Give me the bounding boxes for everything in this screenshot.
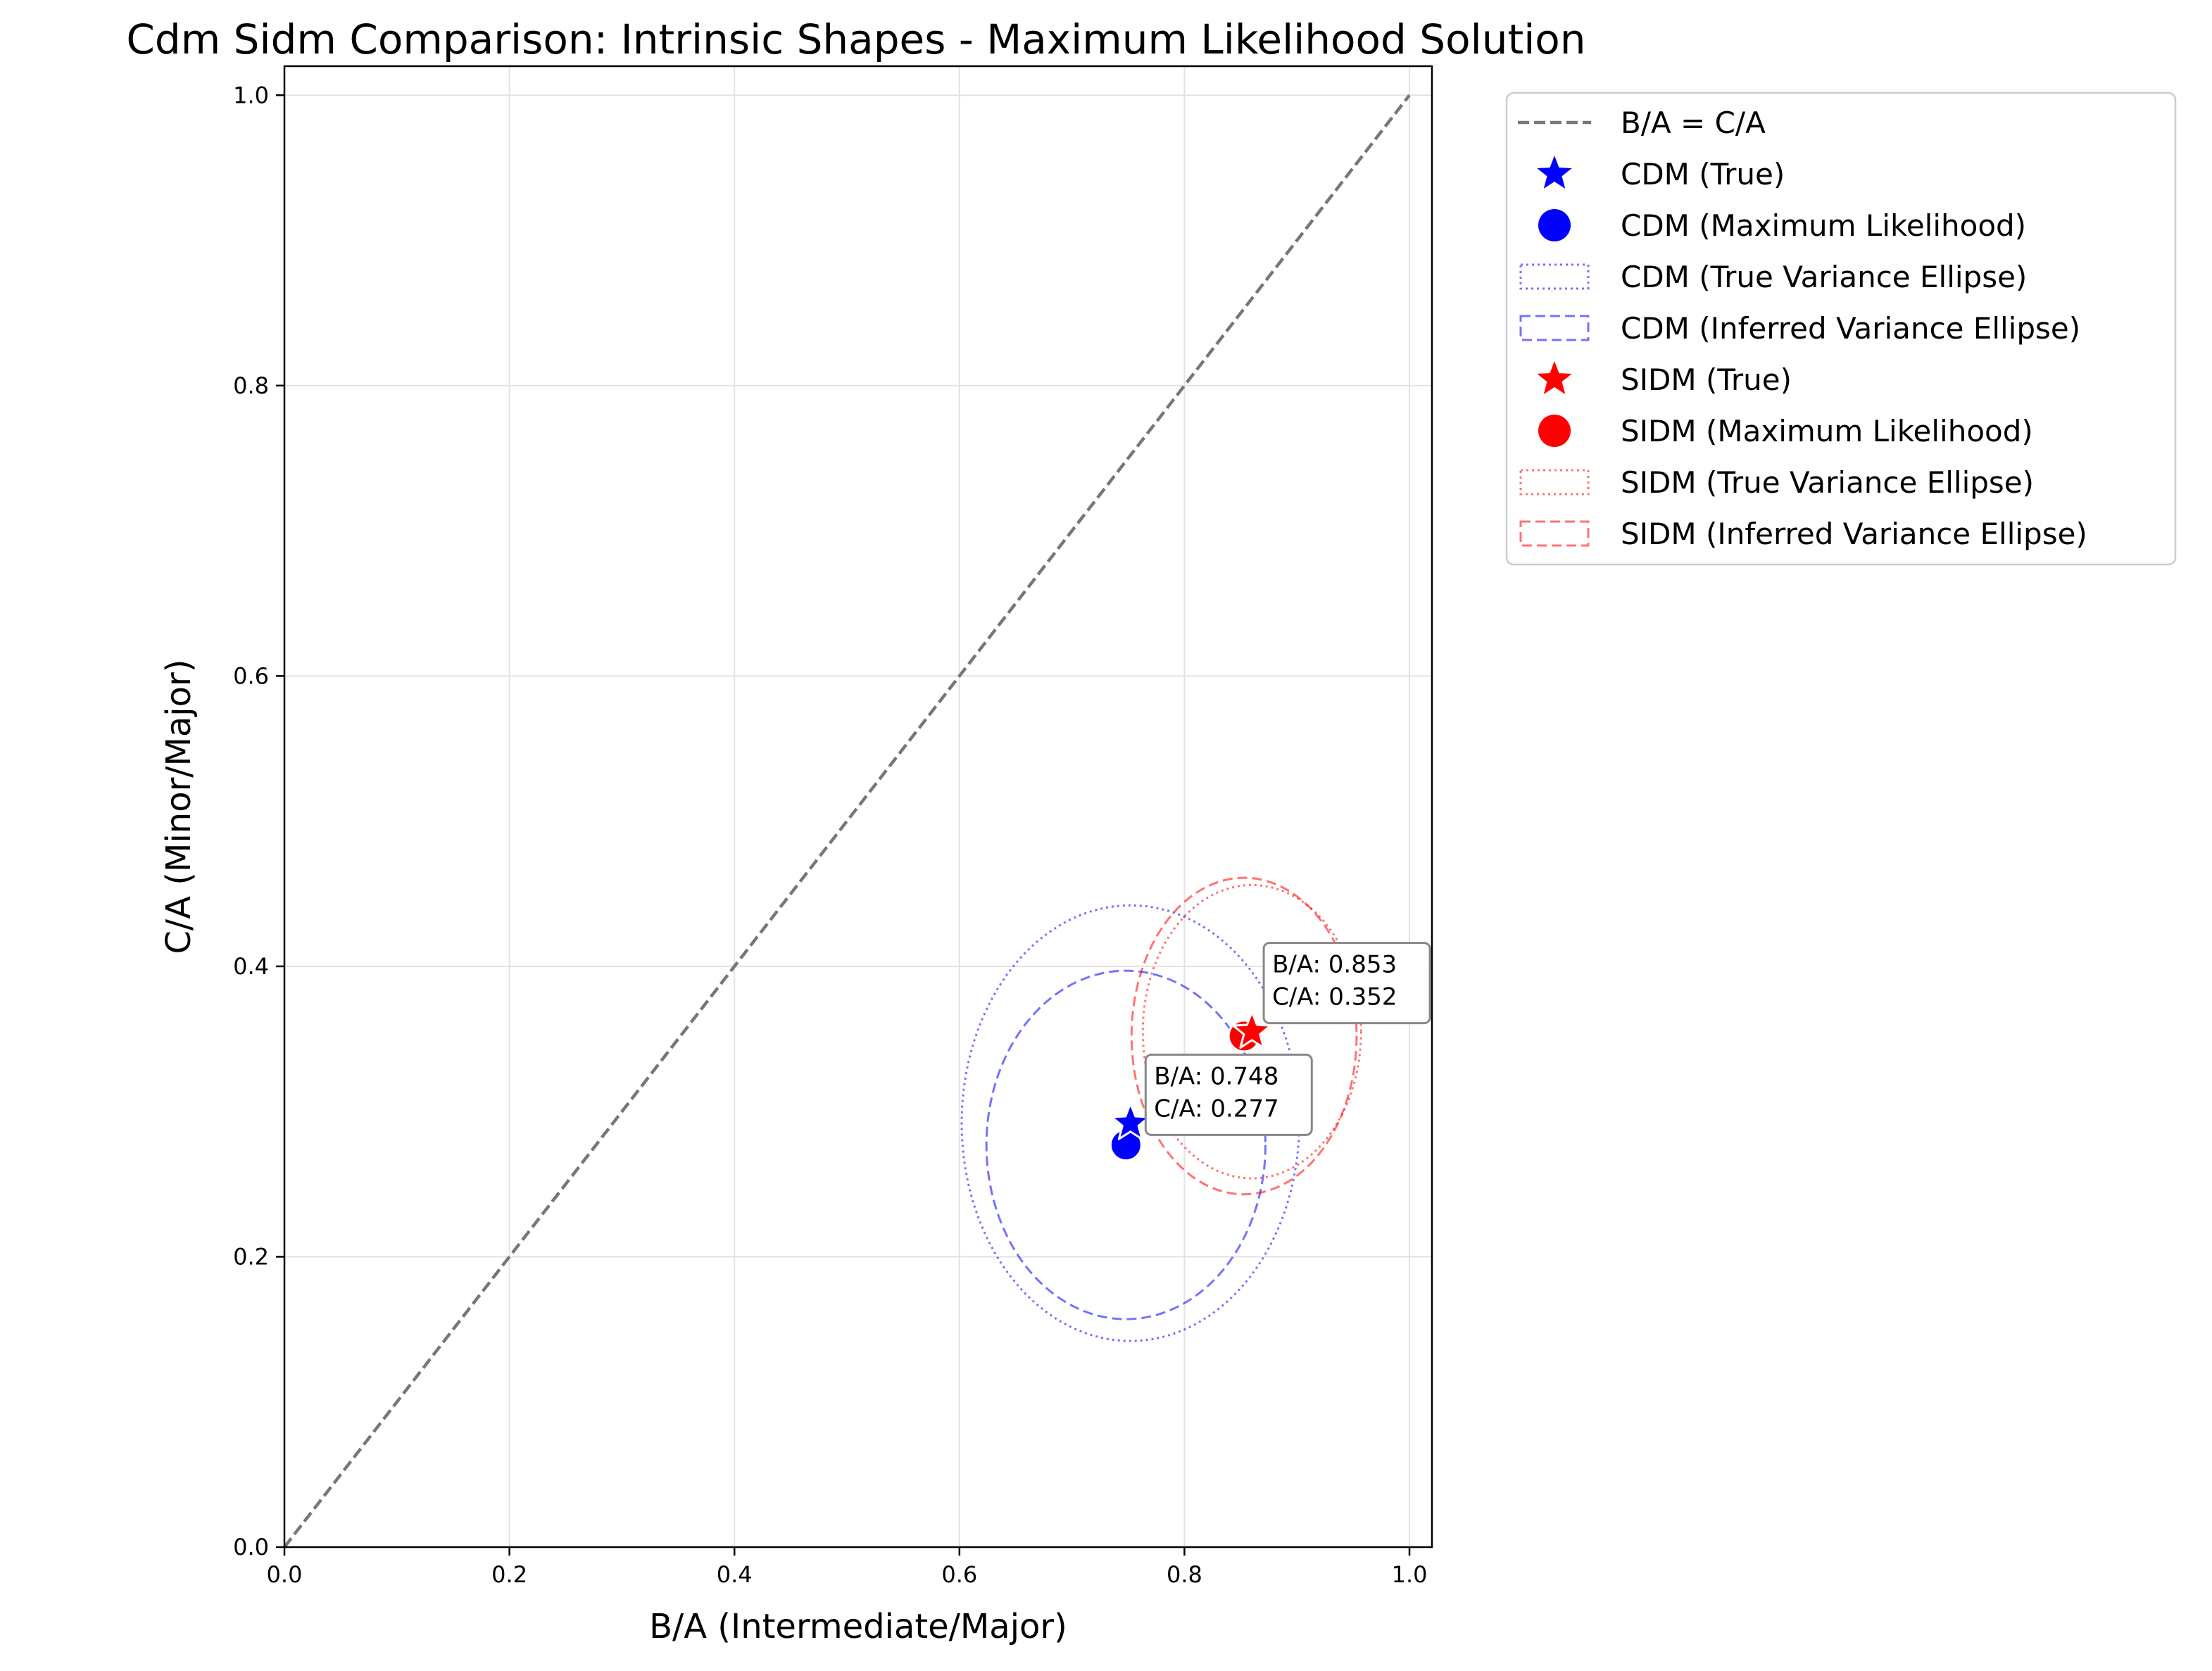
x-tick-label: 0.0 [267,1561,303,1588]
annotation-frame [1262,942,1431,1025]
legend-label: CDM (True) [1621,157,1785,191]
plot-frame [283,65,1433,1549]
legend-item: SIDM (True) [1537,361,1792,397]
legend-item: CDM (True Variance Ellipse) [1519,260,2027,294]
reference-line-group [283,94,1411,1549]
legend-ellipse-swatch [1519,315,1590,341]
legend-item: CDM (Maximum Likelihood) [1538,208,2026,243]
x-axis-label: B/A (Intermediate/Major) [649,1607,1067,1646]
annotations: B/A: 0.748 C/A: 0.277 B/A: 0.853 C/A: 0.352 [1144,942,1431,1136]
x-tick-label: 0.4 [717,1561,753,1588]
legend-label: CDM (Inferred Variance Ellipse) [1621,311,2080,346]
legend-label: CDM (Maximum Likelihood) [1621,208,2026,243]
x-tick-label: 0.6 [941,1561,977,1588]
legend-item: CDM (True) [1537,156,1785,191]
legend-item: SIDM (Inferred Variance Ellipse) [1519,517,2087,551]
annotation-text: B/A: 0.748 [1154,1062,1278,1090]
annotation-box: B/A: 0.748 C/A: 0.277 [1144,1053,1313,1136]
y-tick-label: 0.0 [233,1534,269,1560]
axis-ticks: 0.0 0.2 0.4 0.6 0.8 1.0 0.0 0.2 0.4 0.6 0.8 1.0 [233,82,1427,1588]
x-tick-label: 0.8 [1167,1561,1202,1588]
grid [284,66,1432,1548]
legend-circle-swatch [1538,415,1571,447]
y-tick-label: 0.6 [233,662,269,689]
legend-label: SIDM (Inferred Variance Ellipse) [1621,517,2087,551]
y-tick-label: 0.8 [233,372,269,399]
y-tick-label: 0.2 [233,1243,269,1270]
y-tick-label: 0.4 [233,953,269,980]
legend-item: SIDM (True Variance Ellipse) [1519,465,2034,500]
y-tick-label: 1.0 [233,82,269,108]
legend-label: B/A = C/A [1621,106,1766,140]
sidm-inferred-variance-ellipse-ellipse [1130,876,1358,1196]
legend-ellipse-swatch [1519,469,1590,496]
x-tick-label: 1.0 [1392,1561,1428,1588]
reference-line [283,94,1411,1549]
legend-label: SIDM (Maximum Likelihood) [1621,414,2033,448]
annotation-box: B/A: 0.853 C/A: 0.352 [1262,942,1431,1025]
legend-star-swatch [1537,361,1572,394]
legend: B/A = C/A CDM (True) CDM (Maximum Likeliho… [1505,92,2177,566]
legend-label: CDM (True Variance Ellipse) [1621,260,2027,294]
legend-circle-swatch [1538,209,1571,241]
sidm-true-marker [1232,1011,1272,1049]
cdm-inferred-variance-ellipse-ellipse [985,969,1267,1320]
legend-star-swatch [1537,156,1572,189]
legend-label: SIDM (True) [1621,362,1792,397]
annotation-frame [1144,1053,1313,1136]
y-axis-label: C/A (Minor/Major) [159,660,199,954]
x-tick-label: 0.2 [491,1561,527,1588]
legend-frame [1505,92,2177,566]
markers [1109,1011,1272,1162]
annotation-text: B/A: 0.853 [1272,951,1397,979]
annotation-text: C/A: 0.352 [1272,983,1397,1011]
chart-title: Cdm Sidm Comparison: Intrinsic Shapes - … [126,15,1585,63]
legend-label: SIDM (True Variance Ellipse) [1621,465,2034,500]
legend-ellipse-swatch [1519,520,1590,547]
legend-item: B/A = C/A [1518,106,1766,140]
legend-item: SIDM (Maximum Likelihood) [1538,414,2033,448]
legend-ellipse-swatch [1519,263,1590,290]
annotation-text: C/A: 0.277 [1154,1095,1278,1123]
legend-item: CDM (Inferred Variance Ellipse) [1519,311,2080,346]
sidm-true-variance-ellipse-ellipse [1141,883,1362,1180]
